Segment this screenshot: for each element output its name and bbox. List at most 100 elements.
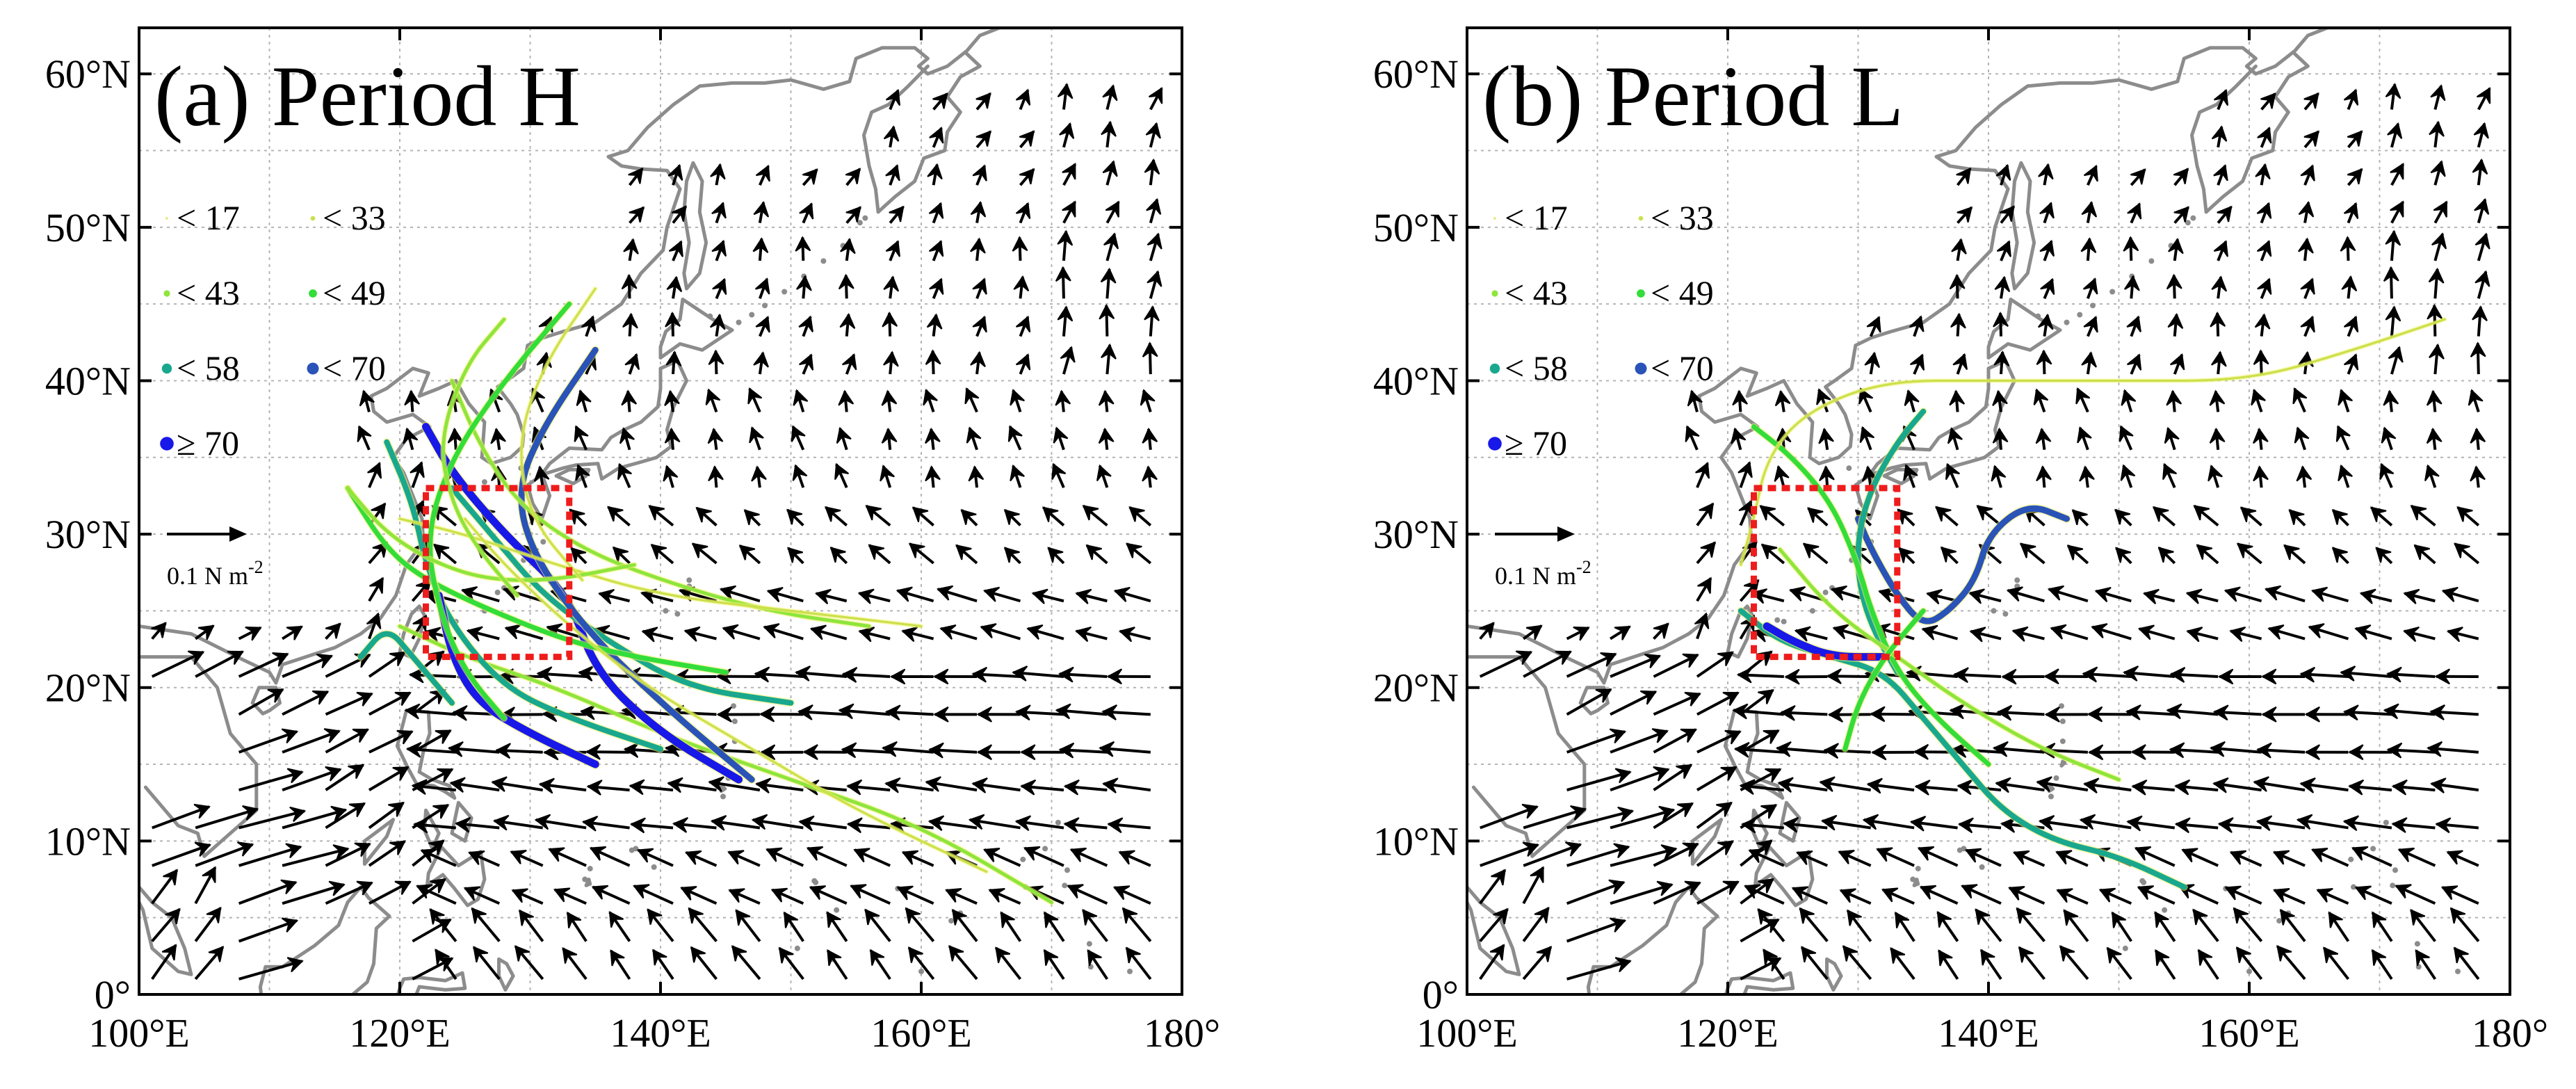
wind-stress-arrow — [1861, 428, 1874, 450]
wind-stress-arrow — [973, 668, 1020, 682]
wind-stress-arrow — [1101, 345, 1116, 374]
wind-stress-arrow — [2384, 268, 2399, 299]
wind-stress-arrow — [965, 389, 978, 412]
wind-stress-arrow — [2436, 818, 2478, 832]
wind-stress-arrow — [2082, 353, 2096, 374]
wind-stress-arrow — [282, 691, 327, 714]
wind-stress-arrow — [472, 908, 499, 941]
island-dot — [2276, 918, 2282, 923]
wind-stress-arrow — [1776, 392, 1790, 412]
wind-stress-arrow — [1745, 885, 1784, 903]
wind-stress-arrow — [2304, 93, 2318, 109]
wind-stress-arrow — [1076, 627, 1107, 641]
legend-marker — [1635, 363, 1647, 375]
wind-stress-arrow — [1697, 731, 1740, 752]
wind-stress-arrow — [515, 946, 542, 979]
wind-stress-arrow — [2317, 889, 2348, 903]
wind-stress-arrow — [2372, 508, 2392, 526]
wind-stress-arrow — [2301, 166, 2315, 185]
wind-stress-arrow — [1057, 704, 1108, 718]
wind-stress-arrow — [1952, 239, 1966, 261]
y-tick-label: 40°N — [1373, 358, 1459, 403]
wind-stress-arrow — [2116, 548, 2132, 563]
wind-stress-arrow — [1016, 355, 1030, 374]
wind-stress-arrow — [1005, 510, 1020, 525]
wind-stress-arrow — [880, 466, 894, 487]
wind-stress-arrow — [1054, 428, 1068, 449]
wind-stress-arrow — [971, 353, 985, 374]
wind-stress-arrow — [1010, 466, 1024, 487]
wind-stress-arrow — [1839, 850, 1870, 866]
wind-stress-arrow — [843, 355, 857, 374]
wind-stress-arrow — [195, 947, 223, 979]
wind-stress-arrow — [768, 588, 804, 602]
wind-stress-arrow — [2124, 666, 2175, 681]
wind-stress-arrow — [1480, 870, 1505, 903]
wind-stress-arrow — [2073, 510, 2088, 526]
island-dot — [813, 880, 818, 885]
wind-stress-arrow — [2385, 232, 2400, 261]
wind-stress-arrow — [930, 241, 943, 261]
wind-stress-arrow — [1742, 818, 1784, 832]
wind-stress-arrow — [910, 544, 934, 563]
wind-stress-arrow — [2136, 847, 2175, 866]
wind-stress-arrow — [492, 777, 542, 791]
wind-stress-arrow — [2296, 467, 2311, 487]
wind-stress-arrow — [1868, 779, 1914, 793]
wind-stress-arrow — [800, 204, 813, 223]
island-dot — [2123, 946, 2128, 951]
wind-stress-arrow — [2253, 467, 2268, 487]
legend: < 17< 33< 43< 49< 58< 70≥ 70 — [1488, 198, 1714, 462]
wind-stress-arrow — [923, 390, 937, 412]
wind-stress-arrow — [866, 506, 890, 525]
wind-stress-arrow — [2100, 889, 2132, 904]
wind-stress-arrow — [1033, 590, 1064, 604]
wind-stress-arrow — [1019, 169, 1034, 185]
wind-stress-arrow — [629, 168, 642, 185]
island-dot — [686, 577, 692, 583]
wind-stress-arrow — [417, 885, 456, 903]
island-dot — [2390, 882, 2395, 888]
wind-stress-arrow — [583, 816, 630, 831]
wind-stress-arrow — [686, 851, 717, 866]
wind-stress-arrow — [536, 815, 586, 830]
legend-label: < 58 — [1505, 348, 1568, 387]
wind-stress-arrow — [2429, 345, 2444, 374]
wind-stress-arrow — [886, 705, 934, 720]
island-dot — [1055, 820, 1061, 825]
wind-stress-arrow — [1740, 919, 1779, 941]
wind-stress-arrow — [2139, 886, 2175, 903]
wind-stress-arrow — [2208, 466, 2222, 487]
wind-stress-arrow — [859, 590, 890, 604]
wind-stress-arrow — [1016, 705, 1064, 720]
wind-stress-arrow — [2154, 507, 2175, 525]
wind-stress-arrow — [1996, 778, 2044, 793]
wind-stress-arrow — [1062, 202, 1076, 223]
wind-stress-arrow — [2081, 815, 2132, 830]
wind-stress-arrow — [1919, 847, 1958, 866]
wind-stress-arrow — [712, 203, 726, 223]
y-tick-label: 20°N — [1373, 666, 1459, 711]
wind-stress-arrow — [369, 578, 383, 601]
y-tick-label: 60°N — [1373, 51, 1459, 97]
wind-stress-arrow — [239, 880, 296, 904]
island-dot — [862, 216, 868, 221]
wind-stress-arrow — [2474, 200, 2488, 223]
wind-stress-arrow — [1010, 390, 1024, 412]
wind-stress-arrow — [2431, 86, 2445, 109]
wind-stress-arrow — [870, 950, 890, 978]
wind-stress-arrow — [2057, 850, 2088, 866]
wind-stress-arrow — [752, 467, 766, 487]
wind-stress-arrow — [1001, 912, 1021, 941]
reference-arrow-head — [1557, 526, 1575, 542]
wind-stress-arrow — [927, 165, 942, 186]
wind-stress-arrow — [1740, 958, 1780, 979]
wind-stress-arrow — [667, 277, 681, 299]
wind-stress-arrow — [577, 391, 591, 412]
wind-stress-arrow — [1143, 343, 1158, 374]
wind-stress-arrow — [2469, 390, 2483, 412]
wind-stress-arrow — [2040, 241, 2054, 261]
wind-stress-arrow — [2155, 951, 2174, 979]
wind-stress-arrow — [1950, 275, 1965, 298]
